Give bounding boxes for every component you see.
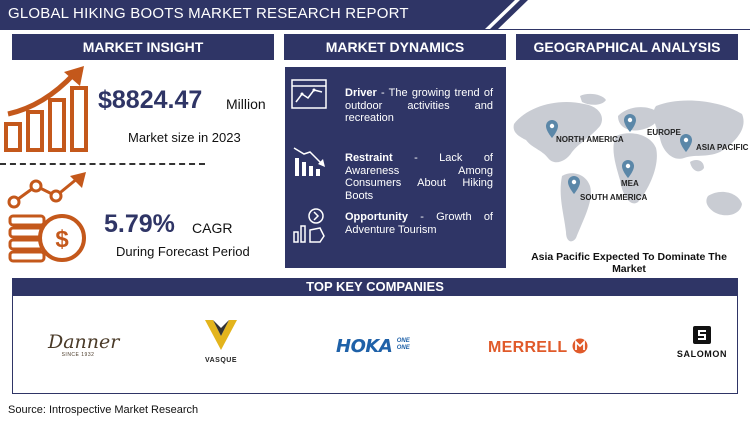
companies-panel [12,296,738,394]
hoka-logo: HOKA ONE ONE [336,336,416,357]
vasque-wordmark: VASQUE [204,357,238,364]
merrell-logo: MERRELL [488,338,598,357]
vasque-v-icon [205,320,237,350]
danner-wordmark: Danner [48,331,120,353]
divider [0,163,205,165]
label-europe: EUROPE [647,128,681,137]
page-title: GLOBAL HIKING BOOTS MARKET RESEARCH REPO… [8,5,409,22]
declining-chart-icon [293,147,325,176]
title-bar-shape [0,0,750,30]
market-insight-header: MARKET INSIGHT [12,34,274,60]
danner-logo: Danner SINCE 1932 [48,331,120,358]
geographical-analysis-header: GEOGRAPHICAL ANALYSIS [516,34,738,60]
label-mea: MEA [621,179,639,188]
pin-asia-pacific [680,134,692,152]
companies-header: TOP KEY COMPANIES [12,278,738,296]
danner-since: SINCE 1932 [61,352,95,358]
cagr-label: During Forecast Period [116,244,250,259]
merrell-wordmark: MERRELL [488,339,568,356]
map-pins [546,114,692,194]
pin-mea [622,160,634,178]
salomon-wordmark: SALOMON [676,349,728,359]
restraint-text: Restraint - Lack of Awareness Among Cons… [345,152,493,202]
market-size-unit: Million [226,96,266,112]
dashboard-icon [291,79,327,109]
opportunity-text: Opportunity - Growth of Adventure Touris… [345,211,493,236]
svg-text:$: $ [55,226,69,253]
world-map [513,93,744,242]
label-north-america: NORTH AMERICA [556,135,624,144]
market-dynamics-panel [285,67,506,268]
market-size-label: Market size in 2023 [128,130,241,145]
restraint-description: - Lack of Awareness Among Consumers Abou… [345,152,493,202]
pin-south-america [568,176,580,194]
salomon-s-icon [693,326,711,344]
merrell-m-icon [572,338,588,354]
driver-label: Driver [345,87,377,99]
cagr-unit: CAGR [192,220,233,236]
hoka-one-bottom: ONE [396,345,410,351]
opportunity-label: Opportunity [345,211,408,223]
cagr-value: 5.79% [104,210,175,238]
pin-north-america [546,120,558,138]
driver-description: - The growing trend of outdoor activitie… [345,87,493,124]
hoka-one-top: ONE [396,338,410,344]
vasque-logo: VASQUE [196,318,246,364]
coin-growth-icon: $ [7,172,86,263]
label-south-america: SOUTH AMERICA [580,193,648,202]
market-dynamics-header: MARKET DYNAMICS [284,34,506,60]
label-asia-pacific: ASIA PACIFIC [696,143,749,152]
driver-text: Driver - The growing trend of outdoor ac… [345,87,493,125]
title-bar: GLOBAL HIKING BOOTS MARKET RESEARCH REPO… [0,0,750,30]
restraint-label: Restraint [345,152,393,164]
market-size-value: $8824.47 [98,86,203,114]
salomon-logo: SALOMON [672,326,732,359]
opportunity-description: - Growth of Adventure Tourism [345,211,493,236]
geo-caption: Asia Pacific Expected To Dominate The Ma… [531,251,727,275]
growth-bar-chart-icon [4,66,88,152]
hoka-wordmark: HOKA [336,336,393,357]
pin-europe [624,114,636,132]
source-note: Source: Introspective Market Research [8,404,199,416]
opportunity-icon [293,208,325,243]
